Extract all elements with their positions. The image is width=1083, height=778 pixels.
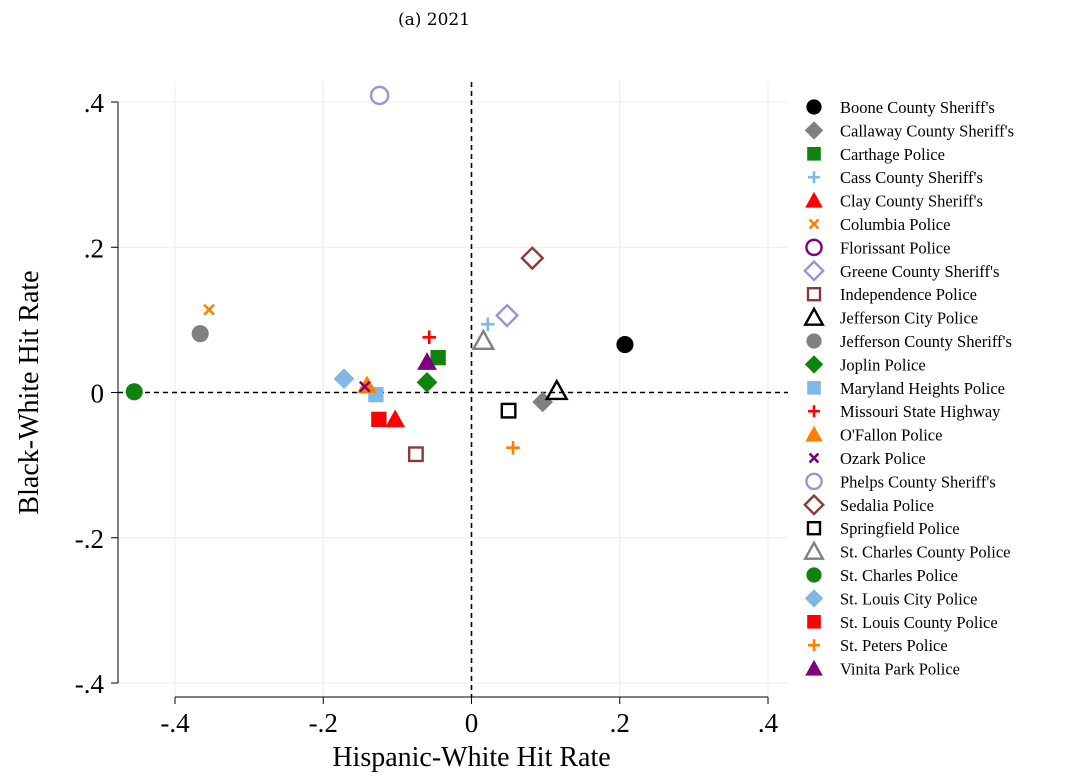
- legend-marker: [805, 659, 823, 676]
- legend-label: Greene County Sheriff's: [840, 262, 999, 281]
- x-tick-label: -.2: [309, 708, 338, 738]
- y-tick-label: .4: [84, 88, 105, 118]
- data-point: [616, 336, 634, 354]
- data-point: [495, 303, 520, 328]
- legend-marker: [807, 615, 821, 629]
- legend-marker: [804, 121, 824, 140]
- data-point: [481, 317, 495, 331]
- legend-marker: [805, 191, 823, 208]
- axes: -.4 -.2 0 .2 .4 -.4 -.2 0 .2 .4: [75, 88, 779, 738]
- data-point: [407, 446, 424, 463]
- data-point: [416, 371, 438, 393]
- data-point: [532, 391, 554, 413]
- legend-marker: [808, 171, 820, 184]
- legend-marker: [808, 218, 820, 230]
- legend-marker: [806, 287, 822, 302]
- legend-label: Vinita Park Police: [840, 660, 960, 679]
- data-point: [430, 349, 446, 366]
- legend-label: Jefferson County Sheriff's: [840, 332, 1012, 351]
- legend-marker: [806, 333, 822, 349]
- legend-label: Maryland Heights Police: [840, 379, 1005, 398]
- legend-label: Callaway County Sheriff's: [840, 121, 1014, 140]
- legend-marker: [807, 147, 821, 161]
- y-tick-label: -.4: [75, 669, 105, 699]
- data-point: [371, 411, 387, 428]
- legend-marker: [805, 238, 823, 257]
- y-axis-title: Black-White Hit Rate: [14, 270, 45, 514]
- legend-label: Cass County Sheriff's: [840, 168, 983, 187]
- legend-label: Clay County Sheriff's: [840, 192, 983, 211]
- x-tick-label: .4: [758, 708, 779, 738]
- legend-label: Springfield Police: [840, 519, 960, 538]
- data-point: [506, 440, 520, 455]
- legend-label: Ozark Police: [840, 449, 926, 468]
- x-tick-label: 0: [465, 708, 479, 738]
- legend-label: Missouri State Highway: [840, 402, 1001, 421]
- legend-label: Sedalia Police: [840, 496, 934, 515]
- legend-marker: [803, 259, 825, 282]
- x-axis-title: Hispanic-White Hit Rate: [332, 742, 610, 773]
- legend-marker: [808, 405, 820, 418]
- legend-marker: [804, 589, 824, 608]
- legend: Boone County Sheriff's Callaway County Sh…: [803, 98, 1014, 679]
- data-point: [333, 368, 355, 390]
- legend-marker: [806, 99, 822, 115]
- legend-marker: [804, 355, 824, 374]
- legend-marker: [806, 521, 822, 536]
- legend-marker: [805, 472, 823, 491]
- legend-label: Phelps County Sheriff's: [840, 472, 996, 491]
- legend-label: Boone County Sheriff's: [840, 98, 995, 117]
- data-point: [203, 303, 215, 316]
- legend-marker: [803, 493, 825, 516]
- data-point: [422, 330, 436, 345]
- data-point: [520, 246, 545, 271]
- data-points: [125, 85, 634, 463]
- legend-label: St. Louis County Police: [840, 613, 998, 632]
- data-point: [369, 85, 390, 106]
- legend-label: Jefferson City Police: [840, 309, 978, 328]
- legend-marker: [805, 425, 823, 442]
- legend-label: St. Charles Police: [840, 566, 958, 585]
- legend-label: O'Fallon Police: [840, 426, 942, 445]
- data-point: [385, 409, 406, 428]
- legend-label: Independence Police: [840, 285, 977, 304]
- x-tick-label: -.4: [160, 708, 190, 738]
- legend-label: St. Peters Police: [840, 636, 948, 655]
- y-tick-label: 0: [91, 379, 105, 409]
- data-point: [417, 352, 437, 370]
- y-tick-label: .2: [84, 233, 104, 263]
- grid: [118, 82, 788, 697]
- data-point: [125, 383, 143, 401]
- x-tick-label: .2: [610, 708, 630, 738]
- legend-label: St. Charles County Police: [840, 543, 1011, 562]
- legend-label: Joplin Police: [840, 355, 926, 374]
- data-point: [500, 402, 517, 419]
- data-point: [544, 378, 569, 401]
- legend-marker: [808, 452, 820, 464]
- y-tick-label: -.2: [75, 524, 104, 554]
- legend-marker: [807, 381, 821, 395]
- reference-lines: [118, 82, 788, 697]
- chart-subtitle: (a) 2021: [398, 10, 470, 30]
- data-point: [191, 325, 209, 343]
- legend-marker: [808, 639, 820, 652]
- legend-label: Florissant Police: [840, 238, 950, 257]
- data-point: [358, 380, 371, 393]
- legend-marker: [806, 567, 822, 583]
- legend-marker: [803, 540, 825, 560]
- legend-label: Carthage Police: [840, 145, 945, 164]
- legend-marker: [803, 306, 825, 326]
- data-point: [471, 328, 496, 351]
- legend-label: Columbia Police: [840, 215, 950, 234]
- legend-label: St. Louis City Police: [840, 589, 978, 608]
